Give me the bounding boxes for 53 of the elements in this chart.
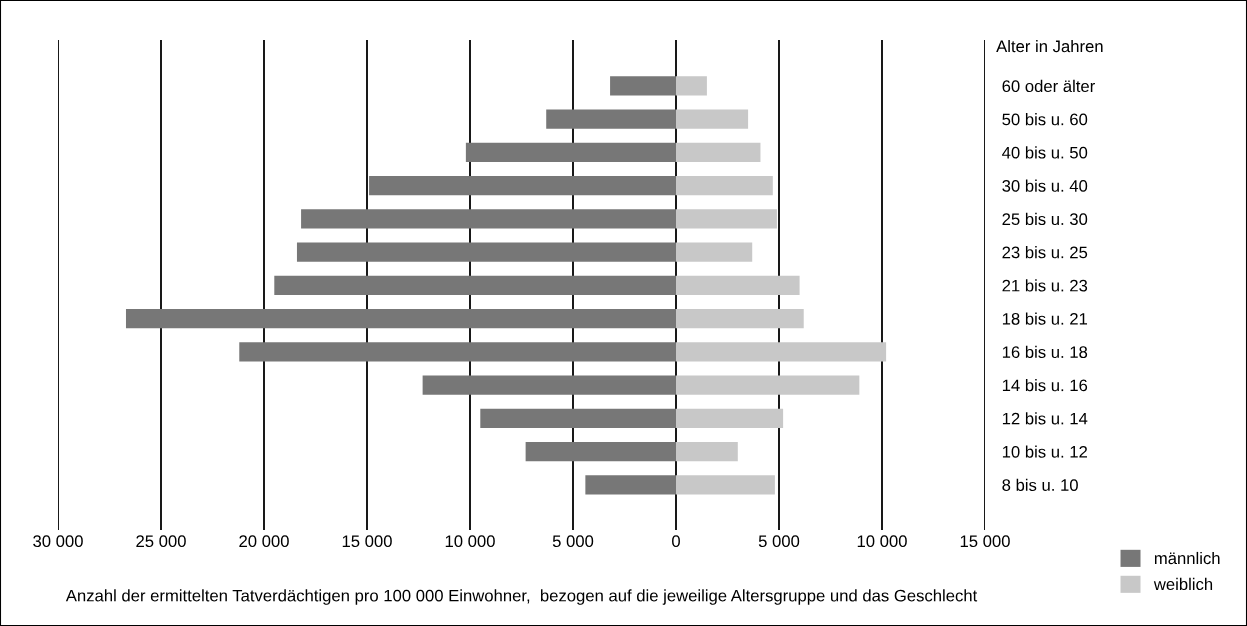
x-tick-label: 25 000	[136, 535, 186, 548]
bar	[296, 242, 676, 262]
bar	[676, 408, 784, 428]
bar	[239, 342, 676, 362]
y-tick-label: 16 bis u. 18	[1002, 345, 1088, 359]
x-tick-label: 5 000	[758, 535, 800, 548]
y-tick-label: 30 bis u. 40	[1002, 179, 1088, 192]
y-tick-label: 50 bis u. 60	[1002, 113, 1088, 126]
x-tick-label: 10 000	[857, 535, 907, 548]
bar	[676, 475, 775, 495]
y-tick-label: 12 bis u. 14	[1002, 412, 1088, 425]
bar	[525, 441, 676, 462]
bar	[301, 209, 676, 229]
legend-label: männlich	[1154, 551, 1220, 565]
bar	[585, 475, 676, 495]
x-tick-label: 15 000	[342, 535, 392, 548]
bar	[465, 142, 676, 162]
bar	[676, 275, 800, 295]
y-tick-label: 60 oder älter	[1002, 79, 1095, 93]
bar	[676, 308, 804, 329]
y-tick-label: 8 bis u. 10	[1002, 478, 1078, 491]
bar	[676, 209, 777, 229]
x-tick-label: 10 000	[445, 535, 495, 548]
bar	[422, 375, 676, 395]
legend-label: weiblich	[1153, 577, 1213, 591]
y-tick-label: 25 bis u. 30	[1002, 212, 1088, 226]
y-tick-label: 23 bis u. 25	[1002, 246, 1088, 259]
bar	[480, 408, 676, 428]
x-tick-label: 15 000	[960, 535, 1010, 548]
y-tick-label: 14 bis u. 16	[1002, 379, 1088, 392]
y-tick-label: 40 bis u. 50	[1002, 146, 1088, 159]
y-tick-label: 21 bis u. 23	[1002, 279, 1088, 292]
bar	[676, 175, 773, 196]
x-axis-title: Anzahl der ermittelten Tatverdächtigen pro 100 000 Einwohner, bezogen auf die jeweilige Altersgruppe und das Geschlecht	[65, 589, 978, 605]
bar	[125, 308, 676, 329]
bar	[676, 142, 761, 162]
bar	[274, 275, 676, 295]
y-axis-title: Alter in Jahren	[996, 40, 1103, 53]
bar	[369, 175, 676, 196]
y-tick-label: 18 bis u. 21	[1002, 312, 1088, 325]
bar	[610, 76, 676, 96]
bar	[546, 109, 676, 129]
bar	[676, 76, 707, 96]
y-tick-label: 10 bis u. 12	[1002, 445, 1087, 458]
x-tick-label: 0	[672, 535, 680, 548]
x-tick-label: 5 000	[552, 535, 594, 548]
x-tick-label: 20 000	[239, 535, 289, 548]
bar	[676, 375, 860, 395]
x-tick-label: 30 000	[33, 535, 83, 548]
bar	[676, 242, 753, 262]
bar	[676, 441, 738, 462]
bar	[676, 342, 887, 362]
bar	[676, 109, 749, 129]
